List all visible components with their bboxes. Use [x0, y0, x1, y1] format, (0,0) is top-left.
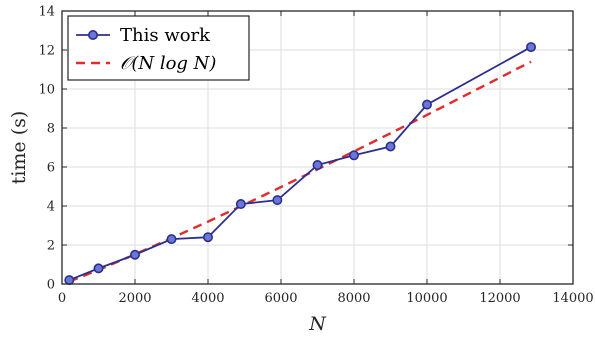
x-tick-label: 10000: [406, 291, 447, 306]
data-point: [166, 234, 177, 245]
x-tick-label: 0: [58, 291, 66, 306]
x-axis-label: N: [308, 313, 327, 335]
x-tick-label: 4000: [191, 291, 224, 306]
y-tick-label: 10: [38, 83, 55, 98]
legend: This work 𝒪(N log N): [67, 15, 250, 81]
x-tick-label: 8000: [337, 291, 370, 306]
data-point: [64, 275, 75, 286]
data-point: [203, 232, 214, 243]
legend-marker-this-work: [88, 29, 99, 40]
data-point: [312, 160, 323, 171]
y-tick-label: 4: [47, 200, 55, 215]
data-point: [93, 263, 104, 274]
x-tick-label: 2000: [118, 291, 151, 306]
data-point: [385, 141, 396, 152]
series-layer: [64, 42, 537, 286]
data-point: [130, 249, 141, 260]
x-tick-label: 14000: [552, 291, 593, 306]
legend-label-nlogn: 𝒪(N log N): [120, 53, 216, 74]
y-tick-label: 6: [47, 161, 55, 176]
data-point: [235, 199, 246, 210]
ticks: 0 2000 4000 6000 8000 10000 12000 14000 0 2 4 6 8 10 1…: [38, 5, 593, 307]
y-tick-label: 8: [47, 122, 55, 137]
x-tick-label: 12000: [479, 291, 520, 306]
data-point: [526, 42, 537, 53]
plot-frame: [61, 10, 574, 285]
y-axis-label: time (s): [8, 111, 30, 185]
legend-items: This work 𝒪(N log N): [76, 25, 216, 74]
grid: [61, 10, 574, 285]
y-tick-label: 0: [47, 278, 55, 293]
y-tick-label: 2: [47, 239, 55, 254]
data-point: [348, 150, 359, 161]
y-tick-label: 12: [38, 44, 55, 59]
series-line-this-work: [68, 46, 532, 281]
y-tick-label: 14: [38, 5, 55, 20]
data-point: [421, 99, 432, 110]
legend-label-this-work: This work: [120, 25, 211, 46]
x-tick-label: 6000: [264, 291, 297, 306]
legend-box: [67, 15, 250, 81]
series-line-nlogn: [68, 60, 532, 283]
data-point: [272, 195, 283, 206]
